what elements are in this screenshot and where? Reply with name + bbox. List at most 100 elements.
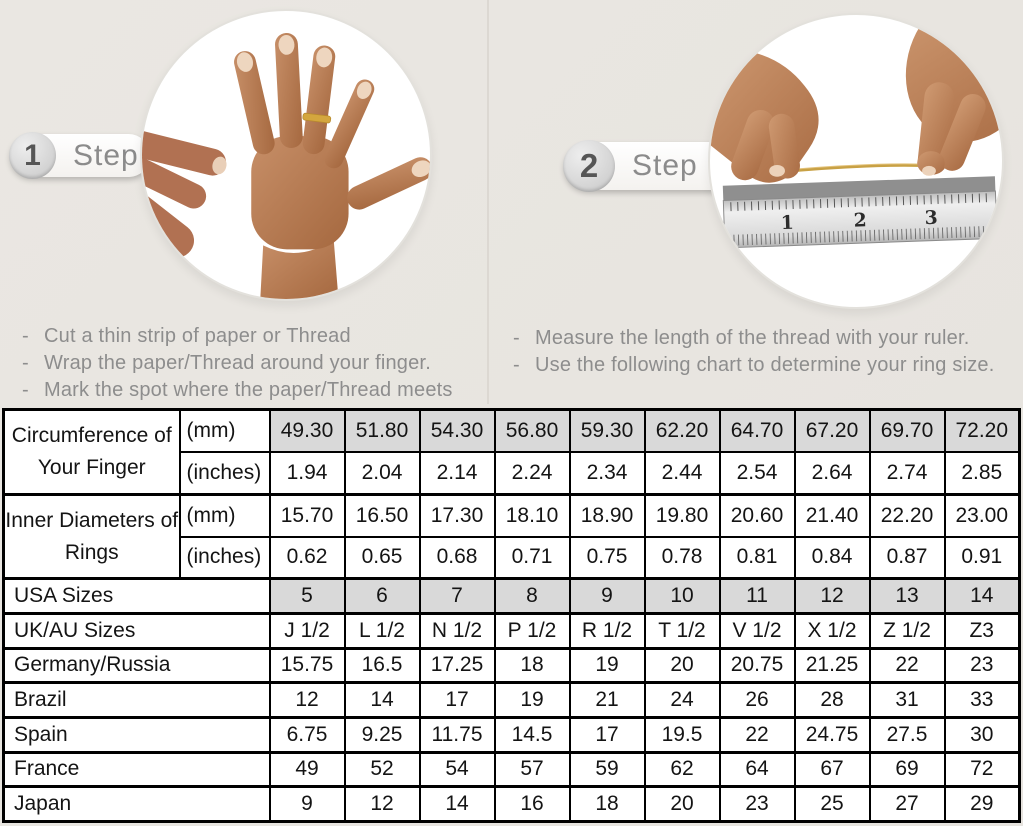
fingernail bbox=[922, 165, 936, 176]
unit-label: (mm) bbox=[178, 492, 271, 538]
size-value: 21 bbox=[568, 681, 646, 719]
instruction-line: Use the following chart to determine you… bbox=[513, 352, 995, 379]
instruction-line: Cut a thin strip of paper or Thread bbox=[22, 323, 453, 350]
region-label: Spain bbox=[2, 715, 271, 754]
size-value: 0.75 bbox=[568, 535, 646, 580]
size-value: 27.5 bbox=[868, 715, 946, 754]
size-value: 22 bbox=[868, 646, 946, 684]
step-1-badge: 1 Step bbox=[9, 132, 150, 179]
size-value: 11.75 bbox=[418, 715, 496, 754]
size-value: 20 bbox=[643, 785, 721, 823]
right-hand bbox=[905, 15, 1002, 176]
hand-back bbox=[251, 136, 349, 250]
thumbnail bbox=[411, 160, 430, 178]
step-1-label: Step bbox=[73, 138, 139, 172]
size-value: 26 bbox=[718, 681, 796, 719]
size-value: 12 bbox=[343, 785, 421, 823]
size-value: 2.64 bbox=[793, 450, 871, 496]
size-value: 49 bbox=[268, 750, 346, 788]
size-value: Z3 bbox=[943, 612, 1021, 650]
size-value: 0.71 bbox=[493, 535, 571, 580]
size-value: 22.20 bbox=[868, 492, 946, 538]
size-value: 62 bbox=[643, 750, 721, 788]
size-value: 0.84 bbox=[793, 535, 871, 580]
unit-label: (inches) bbox=[178, 535, 271, 580]
size-value: 6 bbox=[343, 577, 421, 615]
measure-group-label: Inner Diameters of Rings bbox=[2, 492, 181, 580]
size-value: 11 bbox=[718, 577, 796, 615]
size-value: X 1/2 bbox=[793, 612, 871, 650]
size-value: 18 bbox=[568, 785, 646, 823]
size-value: 9.25 bbox=[343, 715, 421, 754]
size-value: 8 bbox=[493, 577, 571, 615]
step-2-photo-thread-ruler: 1 2 3 bbox=[708, 13, 1004, 309]
size-value: 23 bbox=[943, 646, 1021, 684]
size-value: 15.70 bbox=[268, 492, 346, 538]
size-value: 25 bbox=[793, 785, 871, 823]
size-value: 0.91 bbox=[943, 535, 1021, 580]
ruler-number-2: 2 bbox=[853, 209, 867, 231]
step-1-number: 1 bbox=[9, 132, 56, 179]
size-value: 7 bbox=[418, 577, 496, 615]
step-1-instructions: Cut a thin strip of paper or Thread Wrap… bbox=[22, 323, 453, 404]
size-value: 21.40 bbox=[793, 492, 871, 538]
step-2-label: Step bbox=[632, 149, 698, 182]
size-value: 2.14 bbox=[418, 450, 496, 496]
size-value: 30 bbox=[943, 715, 1021, 754]
size-value: V 1/2 bbox=[718, 612, 796, 650]
size-value: 21.25 bbox=[793, 646, 871, 684]
region-label: USA Sizes bbox=[2, 577, 271, 615]
size-value: 17.25 bbox=[418, 646, 496, 684]
size-value: 20.60 bbox=[718, 492, 796, 538]
step-2-number: 2 bbox=[563, 140, 615, 192]
instruction-line: Measure the length of the thread with yo… bbox=[513, 325, 995, 352]
size-value: 10 bbox=[643, 577, 721, 615]
size-value: 15.75 bbox=[268, 646, 346, 684]
ruler-number-3: 3 bbox=[924, 207, 938, 229]
instruction-line: Mark the spot where the paper/Thread mee… bbox=[22, 377, 453, 404]
region-label: UK/AU Sizes bbox=[2, 612, 271, 650]
size-value: 2.74 bbox=[868, 450, 946, 496]
size-value: 56.80 bbox=[493, 408, 571, 453]
size-value: 2.54 bbox=[718, 450, 796, 496]
size-value: 20 bbox=[643, 646, 721, 684]
gold-ring bbox=[302, 112, 332, 124]
size-value: 0.81 bbox=[718, 535, 796, 580]
instruction-line: Wrap the paper/Thread around your finger… bbox=[22, 350, 453, 377]
size-value: 1.94 bbox=[268, 450, 346, 496]
size-value: 57 bbox=[493, 750, 571, 788]
size-value: 14 bbox=[943, 577, 1021, 615]
size-value: 59.30 bbox=[568, 408, 646, 453]
ruler-cm-ticks bbox=[727, 193, 992, 212]
size-value: 23 bbox=[718, 785, 796, 823]
left-hand bbox=[710, 48, 819, 183]
size-value: 12 bbox=[268, 681, 346, 719]
size-value: 31 bbox=[868, 681, 946, 719]
size-value: 54.30 bbox=[418, 408, 496, 453]
size-value: 13 bbox=[868, 577, 946, 615]
size-value: 16 bbox=[493, 785, 571, 823]
size-value: 59 bbox=[568, 750, 646, 788]
size-value: 33 bbox=[943, 681, 1021, 719]
size-value: 0.62 bbox=[268, 535, 346, 580]
size-value: 19.5 bbox=[643, 715, 721, 754]
size-value: 24.75 bbox=[793, 715, 871, 754]
size-value: 9 bbox=[568, 577, 646, 615]
fingernail bbox=[769, 164, 785, 177]
ring-size-table: Circumference of Your Finger (mm) 49.30 51.… bbox=[2, 408, 1021, 823]
size-value: 51.80 bbox=[343, 408, 421, 453]
size-value: 72.20 bbox=[943, 408, 1021, 453]
thread-ruler-illustration: 1 2 3 bbox=[710, 15, 1002, 249]
size-value: 72 bbox=[943, 750, 1021, 788]
size-value: 9 bbox=[268, 785, 346, 823]
size-value: 6.75 bbox=[268, 715, 346, 754]
fingernail bbox=[356, 81, 372, 99]
size-value: 69.70 bbox=[868, 408, 946, 453]
ruler: 1 2 3 bbox=[722, 176, 998, 249]
size-value: 18 bbox=[493, 646, 571, 684]
step-2-instructions: Measure the length of the thread with yo… bbox=[513, 325, 995, 379]
size-value: 67.20 bbox=[793, 408, 871, 453]
size-value: 0.78 bbox=[643, 535, 721, 580]
size-value: L 1/2 bbox=[343, 612, 421, 650]
size-value: 29 bbox=[943, 785, 1021, 823]
